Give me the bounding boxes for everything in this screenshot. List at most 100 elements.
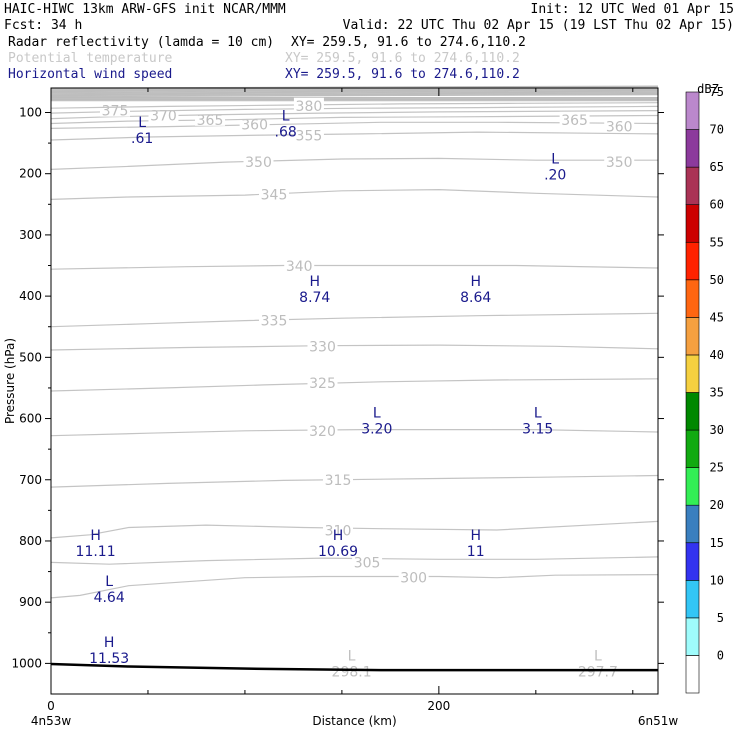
colorbar-level-label: 70: [710, 123, 724, 137]
colorbar-level-label: 30: [710, 423, 724, 437]
extremum-low-marker: L: [348, 649, 356, 665]
theta-dense-line: [50, 91, 659, 95]
theta-contour-380: [50, 102, 659, 109]
colorbar-swatch: [685, 91, 700, 130]
extremum-high-marker: H: [333, 528, 344, 544]
x-axis-label: Distance (km): [312, 714, 396, 728]
field-label-reflectivity: Radar reflectivity (lamda = 10 cm): [8, 35, 274, 50]
y-tick-label: 700: [19, 473, 42, 487]
colorbar-swatch: [685, 166, 700, 205]
colorbar-level-label: 65: [710, 160, 724, 174]
theta-label-365: 365: [197, 113, 224, 129]
theta-label-350: 350: [606, 155, 633, 171]
theta-label-bg: [604, 118, 635, 133]
colorbar-level-label: 25: [710, 461, 724, 475]
x-tick-label: 0: [47, 699, 55, 713]
colorbar-swatch: [685, 580, 700, 619]
theta-label-bg: [99, 102, 130, 117]
x-tick-label: 200: [427, 699, 450, 713]
field-xy-theta: XY= 259.5, 91.6 to 274.6,110.2: [285, 51, 520, 66]
colorbar-swatch: [685, 241, 700, 281]
theta-contour-350: [50, 157, 658, 170]
colorbar-level-label: 50: [710, 273, 724, 287]
field-label-wind: Horizontal wind speed: [8, 67, 172, 82]
extremum-value: 298.1: [332, 665, 372, 681]
theta-label-bg: [323, 522, 354, 537]
colorbar-level-label: 0: [717, 648, 724, 662]
theta-label-380: 380: [296, 99, 323, 115]
extremum-value: 3.20: [361, 422, 392, 438]
colorbar-swatch: [685, 655, 700, 694]
y-tick-label: 600: [19, 412, 42, 426]
y-tick-label: 300: [19, 228, 42, 242]
theta-contour-300: [50, 574, 659, 599]
theta-contour-310: [50, 520, 659, 539]
theta-label-bg: [352, 554, 383, 569]
extremum-low-marker: L: [105, 574, 113, 590]
extremum-high-marker: H: [104, 635, 115, 651]
theta-dense-line: [50, 89, 659, 93]
extremum-low-marker: L: [138, 115, 146, 131]
colorbar-level-label: 5: [717, 611, 724, 625]
theta-dense-line: [50, 92, 659, 96]
colorbar-level-label: 15: [710, 536, 724, 550]
theta-contour-320: [50, 429, 659, 437]
colorbar-level-label: 35: [710, 386, 724, 400]
colorbar-swatch: [685, 354, 700, 393]
theta-contour-325: [50, 378, 659, 392]
y-axis-label: Pressure (hPa): [3, 338, 17, 424]
theta-label-375: 375: [102, 104, 129, 120]
extremum-value: 297.7: [578, 665, 618, 681]
theta-label-bg: [559, 111, 590, 126]
theta-label-bg: [243, 154, 274, 169]
extremum-value: 11: [467, 544, 485, 560]
y-tick-label: 100: [19, 105, 42, 119]
extremum-low-marker: L: [282, 109, 290, 125]
theta-label-350: 350: [245, 155, 272, 171]
field-xy-reflectivity: XY= 259.5, 91.6 to 274.6,110.2: [291, 35, 526, 50]
theta-label-320: 320: [309, 424, 336, 440]
header-fcst: Fcst: 34 h: [4, 18, 82, 33]
colorbar-level-label: 45: [710, 310, 724, 324]
y-tick-label: 1000: [11, 656, 42, 670]
theta-label-330: 330: [309, 339, 336, 355]
header-title: HAIC-HIWC 13km ARW-GFS init NCAR/MMM: [4, 2, 286, 17]
y-tick-label: 800: [19, 534, 42, 548]
theta-label-bg: [259, 312, 290, 327]
extremum-low-marker: L: [373, 406, 381, 422]
colorbar-swatch: [685, 129, 700, 168]
theta-dense-line: [50, 90, 659, 94]
theta-contour-370: [50, 110, 659, 120]
header: HAIC-HIWC 13km ARW-GFS init NCAR/MMM Ini…: [4, 2, 734, 82]
theta-label-bg: [259, 186, 290, 201]
theta-label-bg: [307, 338, 338, 353]
surface-pressure-line: [50, 662, 658, 672]
colorbar-swatch: [685, 279, 700, 318]
field-label-theta: Potential temperature: [8, 51, 173, 66]
extremum-value: .68: [275, 125, 297, 141]
extremum-value: 8.64: [460, 290, 491, 306]
theta-label-300: 300: [400, 571, 427, 587]
theta-contour-315: [50, 474, 659, 488]
extremum-value: .61: [131, 131, 153, 147]
colorbar-swatch: [685, 504, 700, 544]
theta-label-325: 325: [309, 376, 336, 392]
theta-label-bg: [284, 258, 315, 273]
colorbar-swatch: [685, 429, 700, 468]
colorbar-swatch: [685, 392, 700, 431]
colorbar-level-label: 20: [710, 498, 724, 512]
extremum-high-marker: H: [90, 528, 101, 544]
theta-label-bg: [239, 116, 270, 131]
extremum-low-marker: L: [551, 152, 559, 168]
colorbar-swatch: [685, 204, 700, 243]
theta-label-335: 335: [261, 314, 288, 330]
colorbar-level-label: 40: [710, 348, 724, 362]
extremum-value: 8.74: [299, 290, 330, 306]
colorbar-unit: dBZ: [697, 82, 719, 96]
extremum-high-marker: H: [470, 528, 481, 544]
extremum-low-marker: L: [594, 649, 602, 665]
y-tick-label: 200: [19, 167, 42, 181]
